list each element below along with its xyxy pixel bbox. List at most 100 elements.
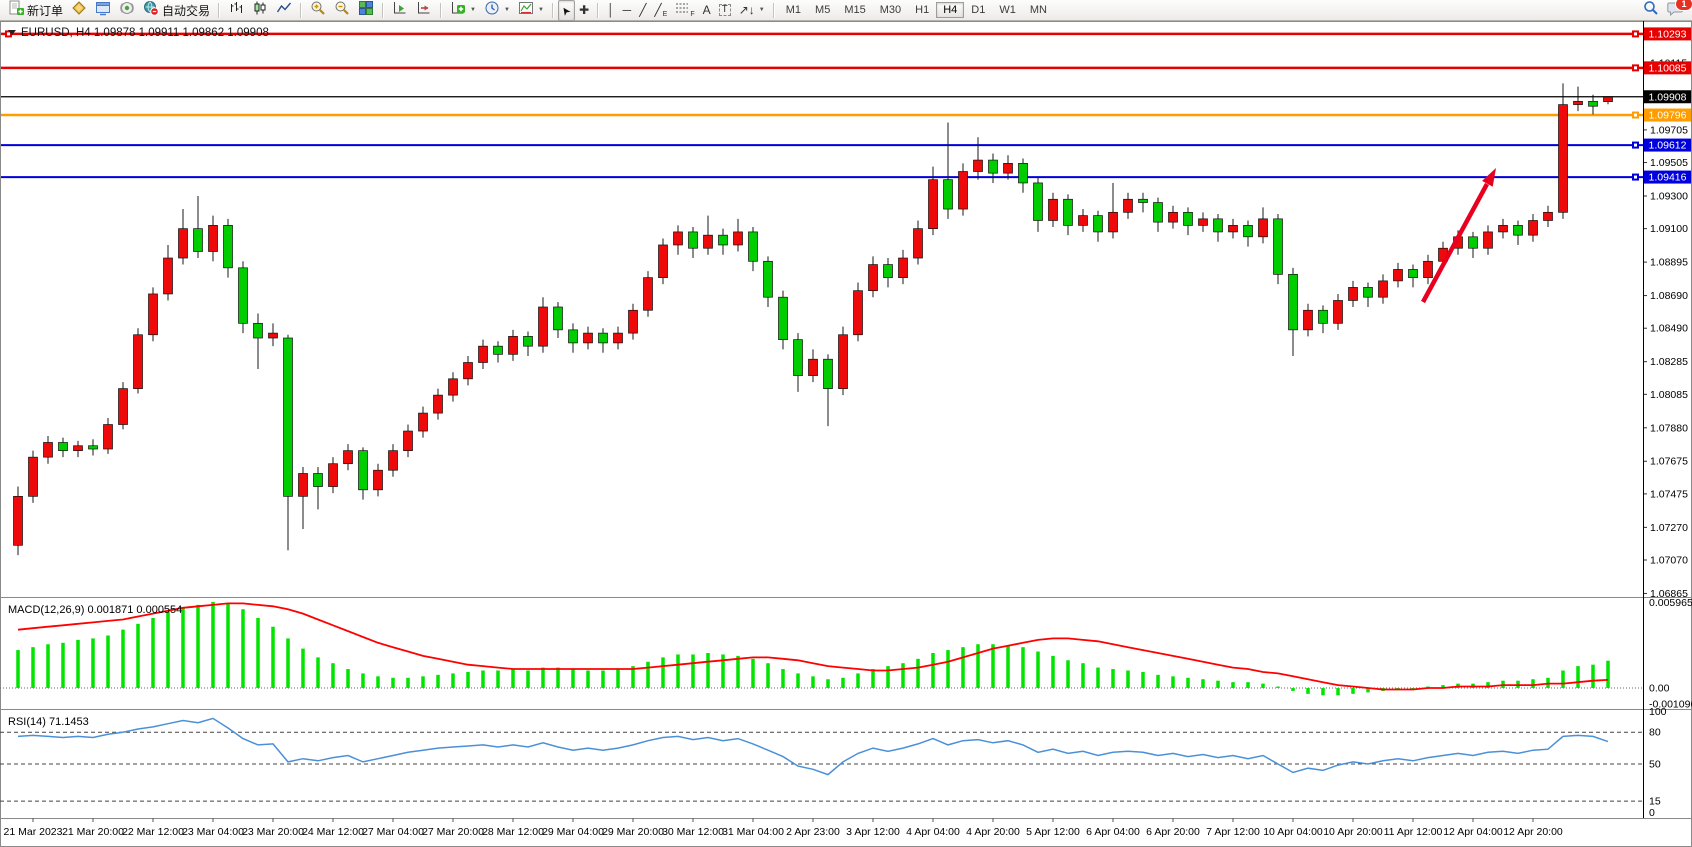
zoom-out-button[interactable] [330, 0, 354, 21]
new-order-button[interactable]: 新订单 [4, 0, 67, 21]
crosshair-tool-button[interactable]: ✚ [575, 0, 593, 21]
periods-button[interactable]: ▼ [480, 0, 514, 21]
macd-bar [61, 642, 65, 688]
price-tick-label: 1.07675 [1650, 456, 1688, 468]
price-tick-label: 1.08690 [1650, 290, 1688, 302]
macd-bar [1201, 679, 1205, 688]
bull-candle [103, 424, 113, 450]
trend-arrow-annotation[interactable] [1421, 168, 1496, 304]
macd-bar [181, 607, 185, 688]
signal-button[interactable] [115, 0, 139, 21]
chat-button[interactable]: 1 [1663, 0, 1692, 21]
timeframe-m30-button[interactable]: M30 [879, 4, 902, 16]
timeframe-m5-button[interactable]: M5 [815, 4, 831, 16]
zoom-in-button[interactable] [306, 0, 330, 21]
tile-windows-button[interactable] [354, 0, 378, 21]
bull-candle [1198, 218, 1208, 226]
zoom-out-icon [334, 0, 350, 21]
fibonacci-tool-button[interactable]: F [671, 0, 698, 21]
vertical-line-icon: │ [607, 3, 615, 17]
bear-candle [1138, 198, 1148, 203]
bull-candle [1348, 287, 1358, 301]
macd-bar [406, 677, 410, 688]
timeframe-d1-button[interactable]: D1 [971, 4, 986, 16]
chart-shift-button[interactable] [412, 0, 436, 21]
bear-candle [1513, 225, 1523, 236]
macd-bar [1486, 682, 1490, 688]
macd-bar [946, 650, 950, 688]
charts-profile-icon [71, 0, 87, 21]
macd-bar [811, 676, 815, 688]
macd-bar [961, 647, 965, 688]
price-badge-label: 1.09612 [1649, 140, 1687, 152]
cursor-tool-button[interactable]: ➤ [557, 0, 576, 21]
vertical-line-tool-button[interactable]: │ [603, 0, 619, 21]
indicators-button[interactable]: ▼ [446, 0, 480, 21]
line-handle-center [1634, 143, 1637, 147]
macd-bar [466, 671, 470, 688]
bear-candle [1408, 269, 1418, 278]
market-watch-button[interactable] [91, 0, 115, 21]
chart-canvas[interactable]: 1.103101.101151.099101.097051.095051.093… [0, 21, 1692, 847]
timeframe-m1-button[interactable]: M1 [785, 4, 802, 16]
timeframe-m15-button[interactable]: M15 [844, 4, 866, 16]
channel-tool-button[interactable]: ╱ E [650, 0, 671, 21]
macd-bar [1411, 688, 1415, 689]
macd-bar [271, 626, 275, 688]
date-label: 4 Apr 04:00 [906, 826, 960, 838]
text-label-tool-button[interactable]: T [715, 0, 735, 21]
templates-button[interactable]: ▼ [514, 0, 548, 21]
macd-bar [16, 650, 20, 688]
timeframe-h1-button[interactable]: H1 [915, 4, 930, 16]
macd-bar [1321, 688, 1325, 696]
chevron-down-icon: ▼ [503, 7, 510, 13]
bar-chart-button[interactable] [224, 0, 248, 21]
bull-candle [1558, 104, 1568, 213]
macd-bar [1126, 670, 1130, 688]
auto-trading-button[interactable]: 自动交易 [139, 0, 214, 21]
macd-bar [586, 670, 590, 688]
search-button[interactable] [1639, 0, 1663, 21]
date-label: 12 Apr 20:00 [1503, 826, 1563, 838]
bull-candle [673, 231, 683, 246]
bull-candle [403, 430, 413, 451]
price-tick-label: 1.07270 [1650, 522, 1688, 534]
bull-candle [388, 450, 398, 471]
macd-bar [931, 652, 935, 688]
horizontal-line-tool-button[interactable]: ─ [619, 0, 636, 21]
trendline-tool-button[interactable]: ╱ [635, 0, 650, 21]
macd-bar [1171, 676, 1175, 688]
bear-candle [88, 445, 98, 450]
macd-bar [736, 655, 740, 688]
timeframe-h4-button[interactable]: H4 [936, 2, 965, 18]
line-chart-button[interactable] [272, 0, 296, 21]
macd-bar [436, 674, 440, 688]
text-tool-button[interactable]: A [699, 0, 715, 21]
chart-title: EURUSD, H4 1.09878 1.09911 1.09862 1.099… [8, 27, 269, 39]
new-order-label: 新订单 [27, 3, 64, 18]
timeframe-mn-button[interactable]: MN [1029, 4, 1047, 16]
macd-bar [46, 644, 50, 688]
bear-candle [1243, 225, 1253, 238]
candlestick-chart-button[interactable] [248, 0, 272, 21]
bull-candle [1228, 225, 1238, 233]
auto-scroll-button[interactable] [388, 0, 412, 21]
bull-candle [958, 171, 968, 210]
bull-candle [1048, 198, 1058, 221]
arrows-tool-button[interactable]: ↗↓ ▼ [735, 0, 769, 21]
indicators-icon [450, 0, 466, 21]
bull-candle [1543, 211, 1553, 221]
macd-bar [1561, 670, 1565, 688]
charts-profile-button[interactable] [67, 0, 91, 21]
chevron-down-icon[interactable] [8, 30, 16, 35]
bear-candle [523, 336, 533, 347]
date-label: 31 Mar 04:00 [722, 826, 784, 838]
candlestick-series [13, 83, 1613, 556]
rsi-axis-label: 100 [1649, 706, 1667, 718]
chart-window[interactable]: 1.103101.101151.099101.097051.095051.093… [0, 21, 1692, 847]
macd-bar [646, 661, 650, 688]
date-label: 6 Apr 04:00 [1086, 826, 1140, 838]
timeframe-w1-button[interactable]: W1 [999, 4, 1016, 16]
date-label: 10 Apr 20:00 [1323, 826, 1383, 838]
